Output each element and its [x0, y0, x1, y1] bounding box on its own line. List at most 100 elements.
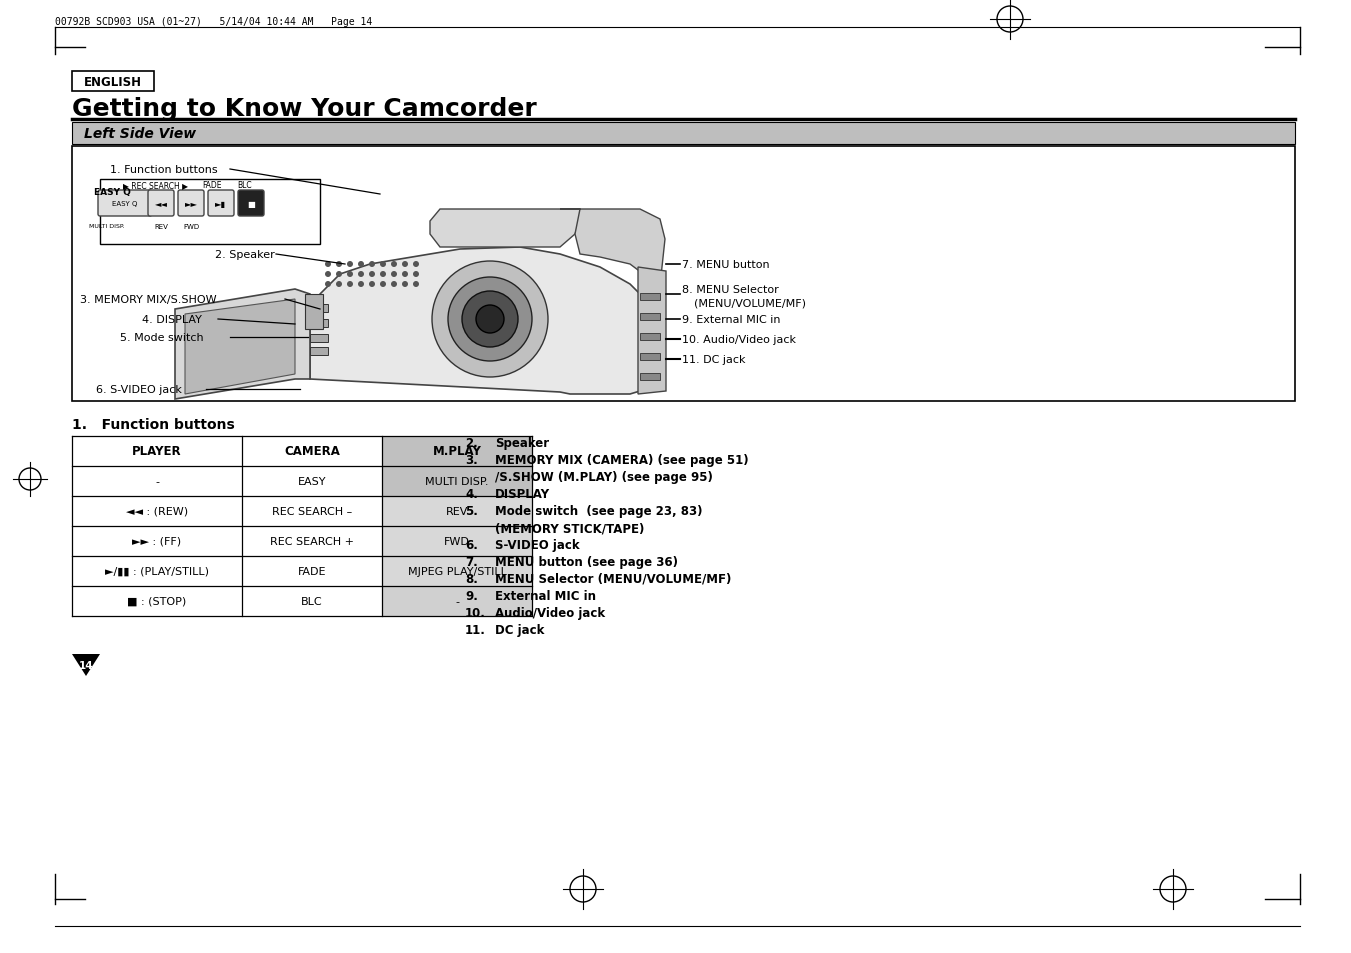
Text: ◄◄ : (REW): ◄◄ : (REW): [126, 506, 188, 517]
Text: BLC: BLC: [301, 597, 323, 606]
Text: ►/▮▮ : (PLAY/STILL): ►/▮▮ : (PLAY/STILL): [105, 566, 209, 577]
Circle shape: [413, 282, 419, 288]
Text: MULTI DISP.: MULTI DISP.: [426, 476, 489, 486]
Polygon shape: [185, 299, 295, 395]
Text: -: -: [455, 597, 459, 606]
Bar: [382, 586, 532, 617]
Bar: [309, 348, 328, 355]
Text: Getting to Know Your Camcorder: Getting to Know Your Camcorder: [72, 97, 536, 121]
Circle shape: [380, 272, 386, 277]
Text: 8. MENU Selector: 8. MENU Selector: [682, 285, 778, 294]
Polygon shape: [430, 210, 580, 248]
Text: MJPEG PLAY/STILL: MJPEG PLAY/STILL: [408, 566, 507, 577]
Circle shape: [369, 272, 376, 277]
Circle shape: [390, 262, 397, 268]
Bar: [72, 71, 154, 91]
Text: (MEMORY STICK/TAPE): (MEMORY STICK/TAPE): [494, 521, 644, 535]
Text: BLC: BLC: [238, 181, 253, 191]
Text: REV: REV: [154, 224, 168, 230]
Text: ENGLISH: ENGLISH: [84, 75, 142, 89]
Bar: [640, 294, 661, 301]
Text: 4. DISPLAY: 4. DISPLAY: [142, 314, 201, 325]
Bar: [382, 436, 532, 467]
Text: ►►: ►►: [185, 199, 197, 209]
Circle shape: [326, 282, 331, 288]
Circle shape: [413, 272, 419, 277]
Bar: [72, 147, 1296, 401]
Polygon shape: [176, 290, 309, 399]
Text: 11. DC jack: 11. DC jack: [682, 355, 746, 365]
Text: (MENU/VOLUME/MF): (MENU/VOLUME/MF): [694, 297, 807, 308]
Bar: [640, 314, 661, 320]
Text: DC jack: DC jack: [494, 623, 544, 637]
Text: 5.: 5.: [465, 504, 478, 517]
Text: ►▮: ►▮: [215, 199, 227, 209]
Text: 1. Function buttons: 1. Function buttons: [109, 165, 218, 174]
Text: 6. S-VIDEO jack: 6. S-VIDEO jack: [96, 385, 182, 395]
Text: FWD: FWD: [444, 537, 470, 546]
Circle shape: [432, 262, 549, 377]
FancyBboxPatch shape: [149, 191, 174, 216]
Text: 2. Speaker: 2. Speaker: [215, 250, 274, 260]
Text: 2.: 2.: [465, 436, 478, 450]
Circle shape: [462, 292, 517, 348]
Text: 9. External MIC in: 9. External MIC in: [682, 314, 781, 325]
Text: FADE: FADE: [297, 566, 326, 577]
Text: CAMERA: CAMERA: [284, 445, 340, 458]
Circle shape: [449, 277, 532, 361]
Text: 11.: 11.: [465, 623, 486, 637]
Text: 14: 14: [78, 660, 93, 670]
Text: M.PLAY: M.PLAY: [432, 445, 481, 458]
Text: FADE: FADE: [203, 181, 222, 191]
Text: REV: REV: [446, 506, 469, 517]
Text: 4.: 4.: [465, 488, 478, 500]
Text: /S.SHOW (M.PLAY) (see page 95): /S.SHOW (M.PLAY) (see page 95): [494, 471, 713, 483]
Bar: [309, 335, 328, 343]
Bar: [640, 354, 661, 360]
Circle shape: [336, 262, 342, 268]
Bar: [100, 180, 320, 245]
Text: ►► : (FF): ►► : (FF): [132, 537, 181, 546]
Text: 5. Mode switch: 5. Mode switch: [120, 333, 204, 343]
Circle shape: [403, 262, 408, 268]
Text: ▶ REC SEARCH ▶: ▶ REC SEARCH ▶: [123, 181, 188, 191]
Polygon shape: [638, 268, 666, 395]
Circle shape: [403, 272, 408, 277]
Text: REC SEARCH +: REC SEARCH +: [270, 537, 354, 546]
Circle shape: [358, 282, 363, 288]
FancyBboxPatch shape: [178, 191, 204, 216]
Bar: [382, 557, 532, 586]
FancyBboxPatch shape: [208, 191, 234, 216]
Text: ■: ■: [247, 199, 255, 209]
FancyBboxPatch shape: [99, 191, 153, 216]
Circle shape: [358, 262, 363, 268]
Polygon shape: [561, 210, 665, 305]
Text: S-VIDEO jack: S-VIDEO jack: [494, 538, 580, 552]
Text: ■ : (STOP): ■ : (STOP): [127, 597, 186, 606]
Circle shape: [380, 262, 386, 268]
Text: 10. Audio/Video jack: 10. Audio/Video jack: [682, 335, 796, 345]
Text: ◄◄: ◄◄: [154, 199, 168, 209]
Bar: [382, 467, 532, 497]
Bar: [382, 497, 532, 526]
Circle shape: [336, 282, 342, 288]
Bar: [305, 294, 323, 330]
Text: 3.: 3.: [465, 454, 478, 467]
Text: EASY Q: EASY Q: [112, 201, 138, 207]
Circle shape: [336, 272, 342, 277]
Text: 10.: 10.: [465, 606, 486, 619]
Text: MENU button (see page 36): MENU button (see page 36): [494, 556, 678, 568]
Text: Mode switch  (see page 23, 83): Mode switch (see page 23, 83): [494, 504, 703, 517]
Circle shape: [390, 272, 397, 277]
Text: PLAYER: PLAYER: [132, 445, 182, 458]
Circle shape: [390, 282, 397, 288]
Text: REC SEARCH –: REC SEARCH –: [272, 506, 353, 517]
Circle shape: [413, 262, 419, 268]
Circle shape: [326, 262, 331, 268]
Text: MENU Selector (MENU/VOLUME/MF): MENU Selector (MENU/VOLUME/MF): [494, 573, 731, 585]
Circle shape: [358, 272, 363, 277]
Text: 6.: 6.: [465, 538, 478, 552]
Text: 00792B SCD903 USA (01~27)   5/14/04 10:44 AM   Page 14: 00792B SCD903 USA (01~27) 5/14/04 10:44 …: [55, 17, 373, 27]
Circle shape: [347, 282, 353, 288]
Text: FWD: FWD: [182, 224, 199, 230]
